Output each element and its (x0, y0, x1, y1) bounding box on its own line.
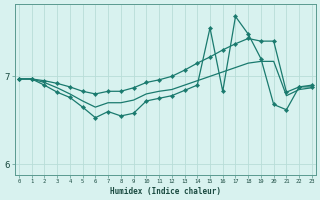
X-axis label: Humidex (Indice chaleur): Humidex (Indice chaleur) (110, 187, 221, 196)
